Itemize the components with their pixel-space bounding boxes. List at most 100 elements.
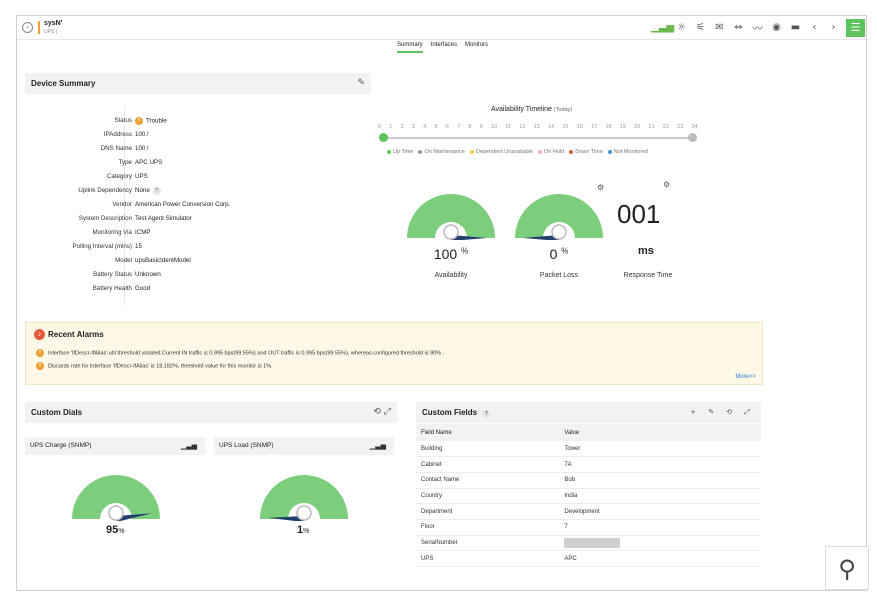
graph-icon[interactable]: 〰	[752, 24, 763, 35]
field-name: SerialNumber	[416, 535, 560, 552]
custom-fields-actions[interactable]: + ✎ ⟲ ⤢	[690, 408, 755, 416]
summary-row: Battery Status Unknown	[32, 271, 362, 285]
warning-icon: !!	[36, 349, 44, 357]
hour-tick: 4	[423, 124, 427, 130]
hour-tick: 11	[505, 124, 512, 130]
hour-tick: 21	[648, 124, 655, 130]
prev-icon[interactable]: ‹	[812, 22, 817, 33]
ups-charge-gauge	[72, 475, 160, 521]
hour-tick: 12	[519, 124, 526, 130]
hour-tick: 19	[619, 124, 626, 130]
alarm-item[interactable]: !! Discards rate for Interface 'IfDescr-I…	[36, 362, 273, 370]
hour-tick: 15	[562, 124, 569, 130]
field-name: Floor	[416, 519, 560, 536]
hour-tick: 16	[576, 124, 583, 130]
gear-icon[interactable]: ⚙	[663, 180, 671, 189]
next-icon[interactable]: ›	[831, 22, 836, 33]
hour-tick: 14	[548, 124, 555, 130]
availability-unit: %	[461, 246, 469, 256]
edit-icon[interactable]: ✎	[357, 78, 365, 88]
chart-icon[interactable]: ▁▃▅	[650, 22, 675, 33]
response-time-label: Response Time	[623, 272, 673, 279]
hour-tick: 5	[434, 124, 438, 130]
field-value: APC	[559, 550, 761, 567]
gauge-needle	[268, 516, 305, 521]
field-value: 7	[559, 519, 761, 536]
screen-icon[interactable]: ▬	[790, 22, 801, 33]
table-row: UPS APC	[416, 550, 761, 567]
summary-label: Type	[118, 159, 132, 166]
dial-number: 1	[297, 524, 304, 536]
dial-unit: %	[303, 528, 310, 535]
bell-icon: ♪	[34, 329, 45, 340]
field-name: Department	[416, 503, 560, 520]
link-icon[interactable]: ⇔	[734, 22, 743, 33]
globe-icon[interactable]: ◉	[772, 22, 781, 33]
timeline-hours: 0 1 2 3 4 5 6 7 8 9 10 11 12 13 14 15 16 17 18 19 20 21 22 23 24	[378, 124, 698, 130]
legend-item: Dependent Unavailable	[469, 149, 533, 155]
summary-label: System Description	[78, 215, 132, 222]
hour-tick: 7	[457, 124, 461, 130]
hour-tick: 10	[490, 124, 498, 130]
alert-icon[interactable]: ⚟	[696, 22, 705, 33]
availability-label: Availability	[434, 272, 468, 279]
bars-icon[interactable]: ▁▃▅	[180, 442, 197, 450]
hour-tick: 8	[468, 124, 472, 130]
summary-value: 100.!	[135, 131, 149, 138]
gear-icon[interactable]: ⚙	[597, 183, 605, 192]
tab-monitors[interactable]: Monitors	[465, 42, 489, 48]
hour-tick: 13	[533, 124, 540, 130]
dial-name: UPS Charge (SNMP)	[30, 442, 92, 449]
legend-item: Down Time	[569, 149, 603, 155]
summary-label: Category	[106, 173, 132, 180]
response-time-unit: ms	[638, 245, 654, 257]
summary-label: Status	[114, 117, 132, 124]
legend-dot	[418, 149, 423, 154]
tab-summary[interactable]: Summary	[397, 42, 423, 53]
summary-row: IPAddress 100.!	[32, 131, 362, 145]
help-icon[interactable]: ?	[482, 410, 491, 418]
summary-label: Battery Health	[92, 285, 132, 292]
summary-row: Model upsBasicIdentModel	[32, 257, 362, 271]
status-text: Trouble	[146, 117, 167, 125]
search-icon[interactable]: ⚲	[825, 546, 869, 590]
bulb-icon[interactable]: ☼	[677, 22, 686, 33]
menu-icon[interactable]: ☰	[846, 19, 865, 37]
mail-icon[interactable]: ✉	[715, 22, 724, 33]
hour-tick: 23	[677, 124, 684, 130]
more-alarms-link[interactable]: More>>	[735, 374, 756, 380]
alarm-item[interactable]: !! Interface 'IfDescr-IfAlias' util thres…	[36, 349, 444, 357]
table-row: Floor 7	[416, 519, 761, 536]
field-value: Bob	[559, 472, 761, 489]
table-row: Contact Name Bob	[416, 472, 761, 489]
summary-label: Polling Interval (mins)	[72, 243, 133, 250]
back-icon[interactable]: ‹	[22, 22, 33, 33]
summary-row: Status !! Trouble	[32, 117, 362, 131]
table-row: Department Development	[416, 503, 761, 520]
summary-row: Uplink Dependency None?	[32, 187, 362, 201]
bars-icon[interactable]: ▁▃▅	[369, 442, 386, 450]
ups-load-dial-header: UPS Load (SNMP) ▁▃▅	[214, 437, 394, 455]
help-icon[interactable]: ?	[152, 187, 161, 195]
tab-interfaces[interactable]: Interfaces	[430, 42, 458, 48]
summary-row: Type APC UPS	[32, 159, 362, 173]
hour-tick: 1	[389, 124, 393, 130]
packet-loss-number: 0	[549, 246, 558, 262]
availability-value: 100 %	[416, 246, 486, 262]
legend-dot	[469, 149, 474, 154]
summary-row: Polling Interval (mins) 15	[32, 243, 362, 257]
summary-value: APC UPS	[135, 159, 163, 166]
summary-row: Monitoring Via ICMP	[32, 229, 362, 243]
ups-load-value: 1%	[297, 524, 309, 536]
summary-divider	[124, 106, 125, 306]
summary-value: ICMP	[135, 229, 151, 236]
refresh-expand-icons[interactable]: ⟲ ⤢	[373, 407, 391, 417]
uplink-text: None	[135, 187, 150, 194]
hour-tick: 6	[445, 124, 449, 130]
field-value: Development	[559, 503, 761, 520]
summary-row: System Description Test Agent Simulator	[32, 215, 362, 229]
packet-loss-label: Packet Loss	[539, 272, 579, 279]
gauge-arc	[72, 475, 160, 519]
legend-item: Not Monitored	[607, 149, 648, 155]
recent-alarms-title: Recent Alarms	[48, 330, 104, 339]
